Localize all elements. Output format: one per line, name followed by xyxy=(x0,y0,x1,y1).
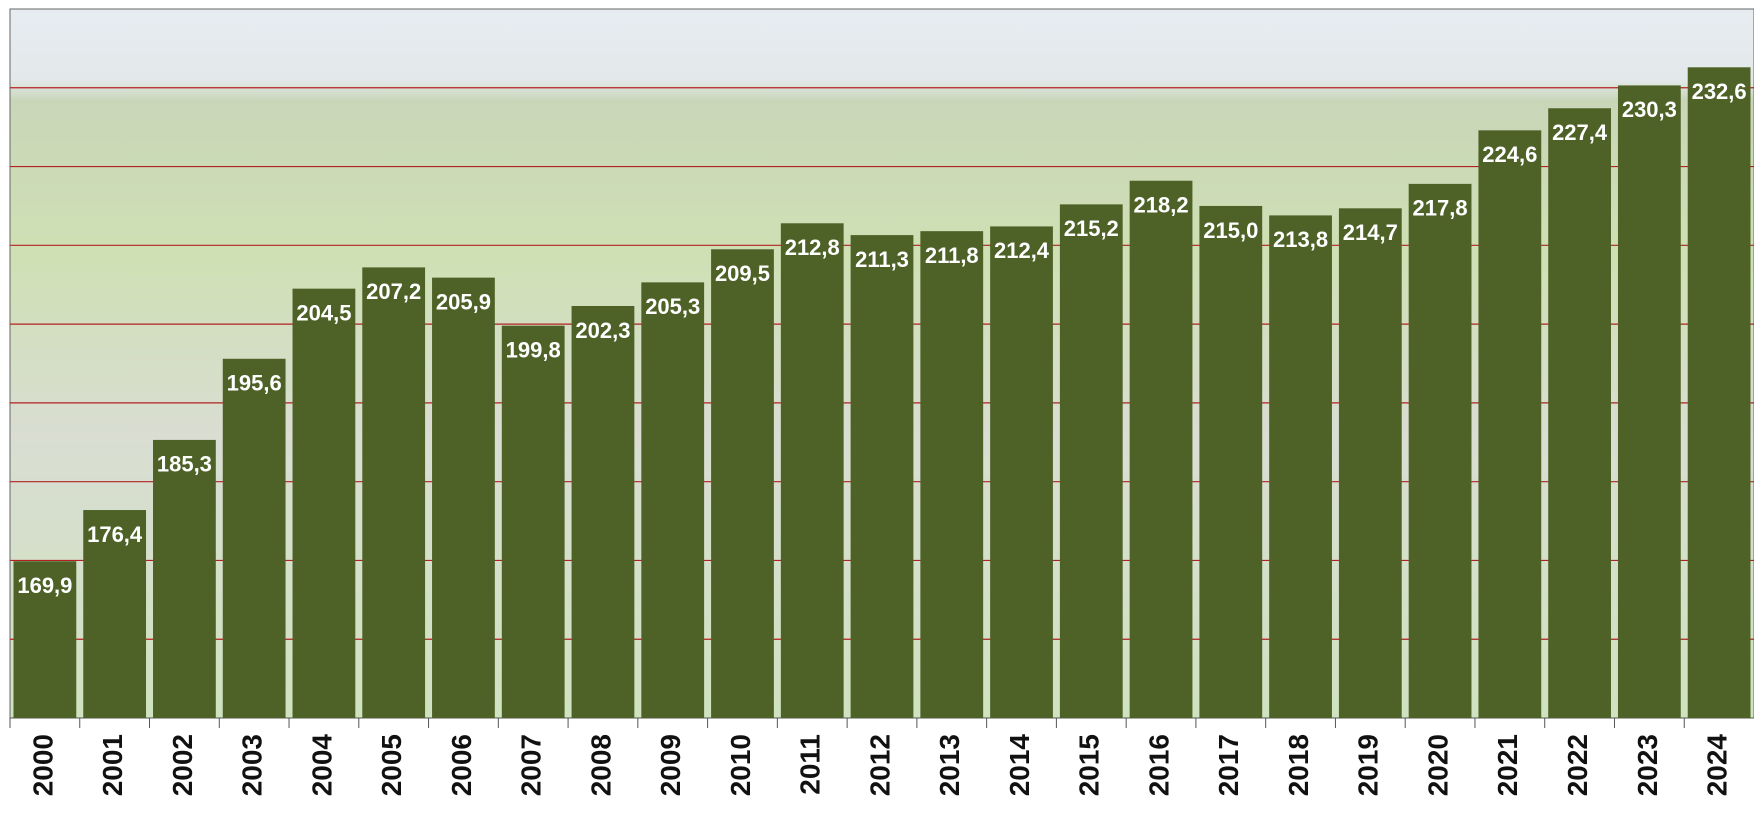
value-label: 169,9 xyxy=(17,573,72,598)
bar xyxy=(850,235,914,718)
value-label: 224,6 xyxy=(1482,142,1537,167)
x-tick-label: 2021 xyxy=(1492,734,1523,796)
value-label: 213,8 xyxy=(1273,227,1328,252)
bar xyxy=(83,510,147,718)
bar xyxy=(1199,205,1263,718)
bar xyxy=(1338,208,1402,718)
bar xyxy=(13,561,77,718)
x-tick-label: 2006 xyxy=(446,734,477,796)
x-tick-label: 2008 xyxy=(585,734,616,796)
value-label: 230,3 xyxy=(1622,97,1677,122)
value-label: 227,4 xyxy=(1552,120,1608,145)
x-tick-label: 2007 xyxy=(516,734,547,796)
x-tick-label: 2001 xyxy=(97,734,128,796)
value-label: 202,3 xyxy=(575,318,630,343)
x-tick-label: 2022 xyxy=(1562,734,1593,796)
bar xyxy=(1269,215,1332,719)
x-tick-label: 2019 xyxy=(1353,734,1384,796)
x-tick-label: 2015 xyxy=(1074,734,1105,796)
bar xyxy=(501,325,565,718)
x-tick-label: 2003 xyxy=(237,734,268,796)
value-label: 176,4 xyxy=(87,522,143,547)
bar xyxy=(780,223,844,718)
bar xyxy=(1548,108,1611,718)
bar xyxy=(920,231,984,719)
bar xyxy=(1129,180,1193,719)
x-tick-label: 2002 xyxy=(167,734,198,796)
bar xyxy=(711,249,774,718)
x-tick-label: 2014 xyxy=(1004,734,1035,797)
bar xyxy=(571,305,635,718)
bar xyxy=(153,439,216,718)
value-label: 212,8 xyxy=(785,235,840,260)
bar xyxy=(292,288,356,718)
bar xyxy=(432,277,495,718)
bar xyxy=(1687,67,1751,719)
bar xyxy=(222,358,286,718)
value-label: 232,6 xyxy=(1692,79,1747,104)
bar xyxy=(1408,183,1472,719)
x-tick-label: 2020 xyxy=(1422,734,1453,796)
value-label: 185,3 xyxy=(157,452,212,477)
x-tick-label: 2024 xyxy=(1702,734,1733,797)
value-label: 199,8 xyxy=(506,337,561,362)
value-label: 215,0 xyxy=(1203,218,1258,243)
bar xyxy=(1059,204,1123,718)
value-label: 204,5 xyxy=(296,300,351,325)
x-tick-label: 2023 xyxy=(1632,734,1663,796)
value-label: 214,7 xyxy=(1343,220,1398,245)
bar xyxy=(362,267,426,718)
x-tick-label: 2016 xyxy=(1143,734,1174,796)
bar xyxy=(1617,85,1681,719)
bar xyxy=(641,282,705,718)
x-tick-label: 2011 xyxy=(795,734,826,795)
bar xyxy=(990,226,1053,718)
value-label: 211,3 xyxy=(855,247,909,272)
value-label: 209,5 xyxy=(715,261,770,286)
x-tick-label: 2005 xyxy=(376,734,407,796)
value-label: 205,9 xyxy=(436,289,491,314)
value-label: 217,8 xyxy=(1413,196,1468,221)
x-tick-label: 2000 xyxy=(27,734,58,796)
x-tick-label: 2004 xyxy=(306,734,337,797)
value-label: 218,2 xyxy=(1134,193,1189,218)
value-label: 195,6 xyxy=(227,371,282,396)
value-label: 205,3 xyxy=(645,294,700,319)
value-label: 215,2 xyxy=(1064,216,1119,241)
value-label: 211,8 xyxy=(925,243,979,268)
value-label: 207,2 xyxy=(366,279,421,304)
bar xyxy=(1478,130,1542,719)
x-tick-label: 2017 xyxy=(1213,734,1244,796)
x-tick-label: 2018 xyxy=(1283,734,1314,796)
x-tick-label: 2012 xyxy=(864,734,895,796)
x-tick-label: 2010 xyxy=(725,734,756,796)
x-tick-label: 2013 xyxy=(934,734,965,796)
x-tick-label: 2009 xyxy=(655,734,686,796)
value-label: 212,4 xyxy=(994,238,1050,263)
